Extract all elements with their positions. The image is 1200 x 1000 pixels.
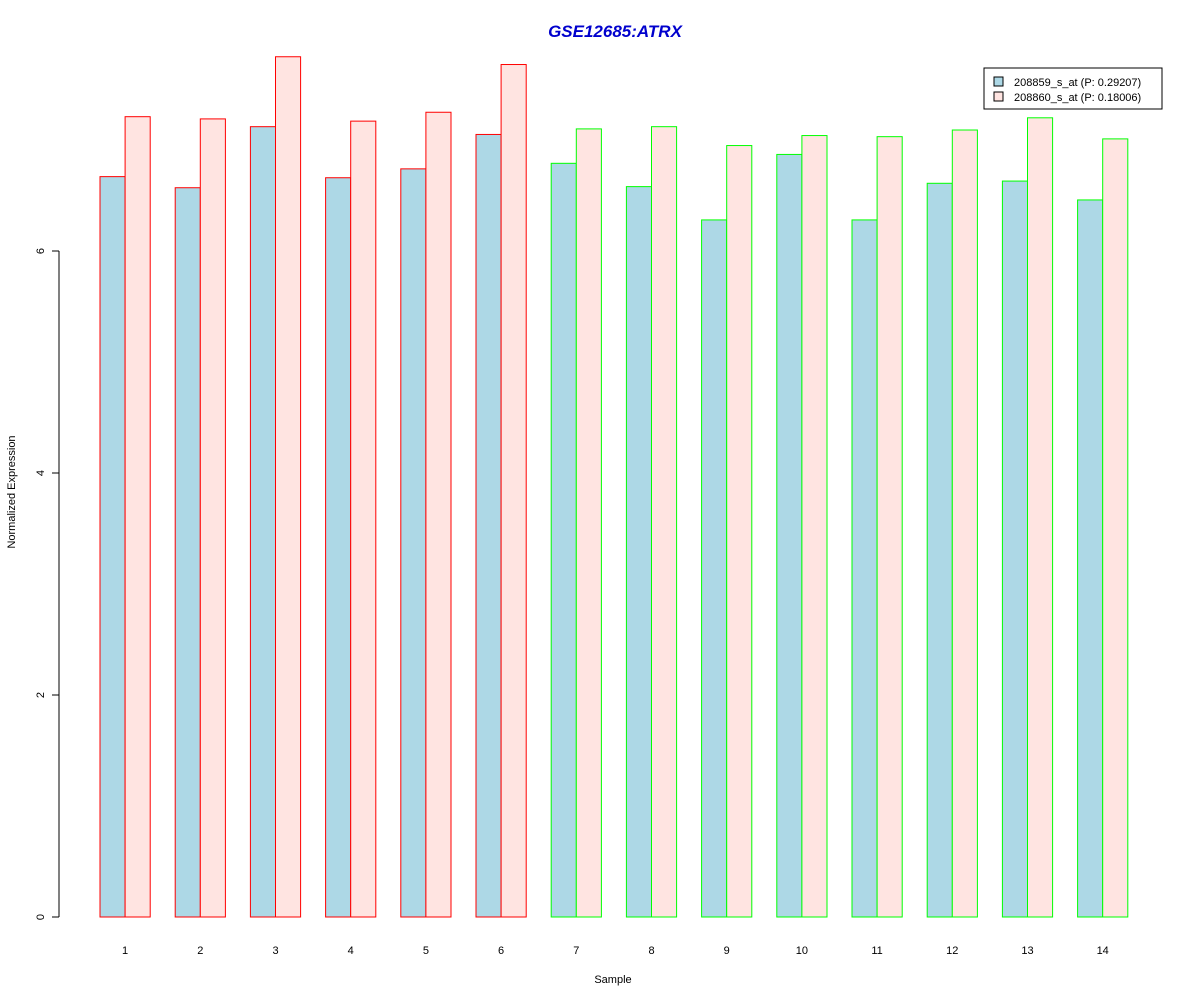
bar-sample-7-series-2: [575, 128, 602, 918]
bar-sample-5-series-1: [400, 168, 427, 918]
x-tick-label: 6: [498, 945, 504, 957]
bar-sample-12-series-2: [951, 129, 978, 918]
legend: 208859_s_at (P: 0.29207) 208860_s_at (P:…: [983, 67, 1163, 110]
y-tick-label: 0: [35, 914, 47, 920]
bars: [99, 56, 1129, 918]
y-tick-label: 2: [35, 692, 47, 698]
legend-box: [983, 67, 1163, 110]
x-tick-label: 10: [796, 945, 808, 957]
bar-sample-1-series-1: [99, 176, 126, 918]
bar-sample-9-series-2: [726, 145, 753, 918]
bar-sample-4-series-1: [325, 177, 352, 918]
y-tick-label: 4: [35, 470, 47, 476]
x-tick-label: 12: [946, 945, 958, 957]
x-tick-label: 13: [1021, 945, 1033, 957]
bar-sample-6-series-2: [500, 64, 527, 918]
bar-sample-8-series-2: [651, 126, 678, 918]
x-tick-label: 8: [648, 945, 654, 957]
x-tick-label: 2: [197, 945, 203, 957]
x-tick-label: 5: [423, 945, 429, 957]
bar-sample-11-series-2: [876, 136, 903, 918]
bar-sample-7-series-1: [550, 162, 577, 918]
bar-sample-10-series-2: [801, 135, 828, 918]
x-tick-label: 14: [1097, 945, 1109, 957]
bar-sample-2-series-2: [199, 118, 226, 918]
bar-sample-14-series-1: [1077, 199, 1104, 918]
bar-sample-9-series-1: [701, 219, 728, 918]
legend-swatch-series-1: [993, 76, 1004, 87]
bar-sample-11-series-1: [851, 219, 878, 918]
bar-sample-5-series-2: [425, 111, 452, 918]
bar-sample-4-series-2: [350, 120, 377, 918]
x-axis: 1 2 3 4 5 6 7 8 9 10 11 12 13 14: [122, 945, 1109, 957]
x-tick-label: 1: [122, 945, 128, 957]
bar-sample-10-series-1: [776, 153, 803, 918]
x-tick-label: 4: [348, 945, 354, 957]
chart-title: GSE12685:ATRX: [548, 22, 684, 41]
x-tick-label: 3: [272, 945, 278, 957]
bar-sample-6-series-1: [475, 133, 502, 918]
y-axis-label: Normalized Expression: [6, 435, 18, 548]
legend-label-series-2: 208860_s_at (P: 0.18006): [1014, 92, 1141, 104]
x-axis-label: Sample: [594, 974, 631, 986]
bar-sample-3-series-2: [275, 56, 302, 918]
legend-label-series-1: 208859_s_at (P: 0.29207): [1014, 77, 1141, 89]
bar-sample-2-series-1: [174, 187, 201, 918]
bar-sample-14-series-2: [1102, 138, 1129, 918]
x-tick-label: 9: [724, 945, 730, 957]
y-tick-label: 6: [35, 248, 47, 254]
bar-sample-3-series-1: [249, 126, 276, 918]
bar-sample-12-series-1: [926, 182, 953, 918]
bar-sample-13-series-1: [1001, 180, 1029, 918]
legend-swatch-series-2: [993, 91, 1004, 102]
bar-sample-8-series-1: [625, 186, 653, 918]
bar-sample-1-series-2: [124, 116, 151, 918]
x-tick-label: 7: [573, 945, 579, 957]
x-tick-label: 11: [871, 945, 882, 957]
y-axis: 0 2 4 6: [35, 248, 60, 920]
bar-sample-13-series-2: [1027, 117, 1054, 918]
